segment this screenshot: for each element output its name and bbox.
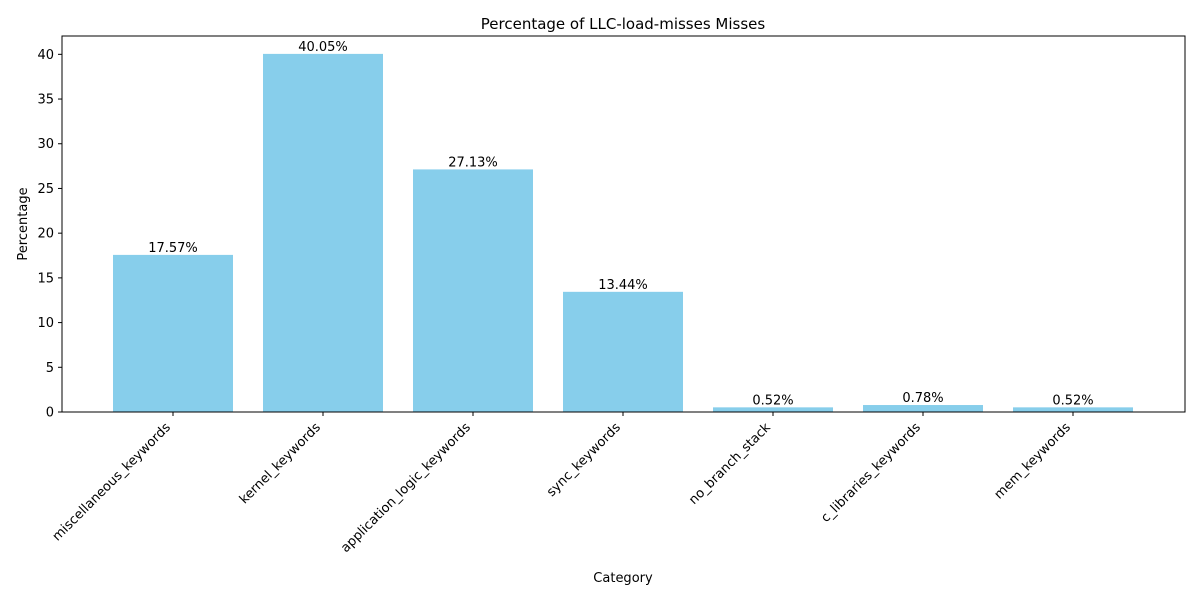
bars-layer [113, 53, 1133, 412]
data-label: 0.52% [1052, 393, 1093, 408]
x-tick-label: no_branch_stack [686, 420, 774, 508]
data-label: 0.52% [752, 393, 793, 408]
bar-no_branch_stack [713, 407, 833, 412]
x-tick-label: mem_keywords [992, 420, 1074, 502]
data-label: 0.78% [902, 391, 943, 406]
bar-mem_keywords [1013, 407, 1133, 412]
x-tick-label: miscellaneous_keywords [50, 420, 174, 544]
plot-frame [61, 35, 1186, 413]
x-axis: miscellaneous_keywords kernel_keywords app… [50, 412, 1074, 556]
x-tick-label: application_logic_keywords [338, 420, 474, 556]
bar-c_libraries_keywords [863, 405, 983, 412]
data-label: 13.44% [598, 278, 648, 293]
bar-miscellaneous_keywords [113, 254, 233, 412]
data-label: 27.13% [448, 155, 498, 170]
data-labels-layer: 17.57% 40.05% 27.13% 13.44% 0.52% 0.78% 0.52% [148, 40, 1093, 408]
y-axis-title: Percentage [16, 187, 31, 260]
y-tick-label: 15 [37, 271, 54, 286]
y-tick-label: 5 [46, 361, 54, 376]
x-tick-label: sync_keywords [544, 420, 624, 500]
y-tick-label: 25 [37, 182, 54, 197]
data-label: 17.57% [148, 241, 198, 256]
x-axis-title: Category [593, 571, 653, 586]
y-tick-label: 35 [37, 93, 54, 108]
y-tick-label: 0 [46, 406, 54, 421]
data-label: 40.05% [298, 40, 348, 55]
y-tick-label: 30 [37, 137, 54, 152]
x-tick-label: c_libraries_keywords [818, 420, 924, 526]
y-tick-label: 20 [37, 227, 54, 242]
y-tick-label: 10 [37, 316, 54, 331]
bar-application_logic_keywords [413, 169, 533, 412]
y-tick-label: 40 [37, 48, 54, 63]
y-axis: 0 5 10 15 20 25 30 35 40 [37, 48, 62, 421]
x-tick-label: kernel_keywords [237, 420, 324, 507]
chart-title: Percentage of LLC-load-misses Misses [481, 15, 766, 33]
bar-kernel_keywords [263, 53, 383, 412]
bar-sync_keywords [563, 291, 683, 412]
